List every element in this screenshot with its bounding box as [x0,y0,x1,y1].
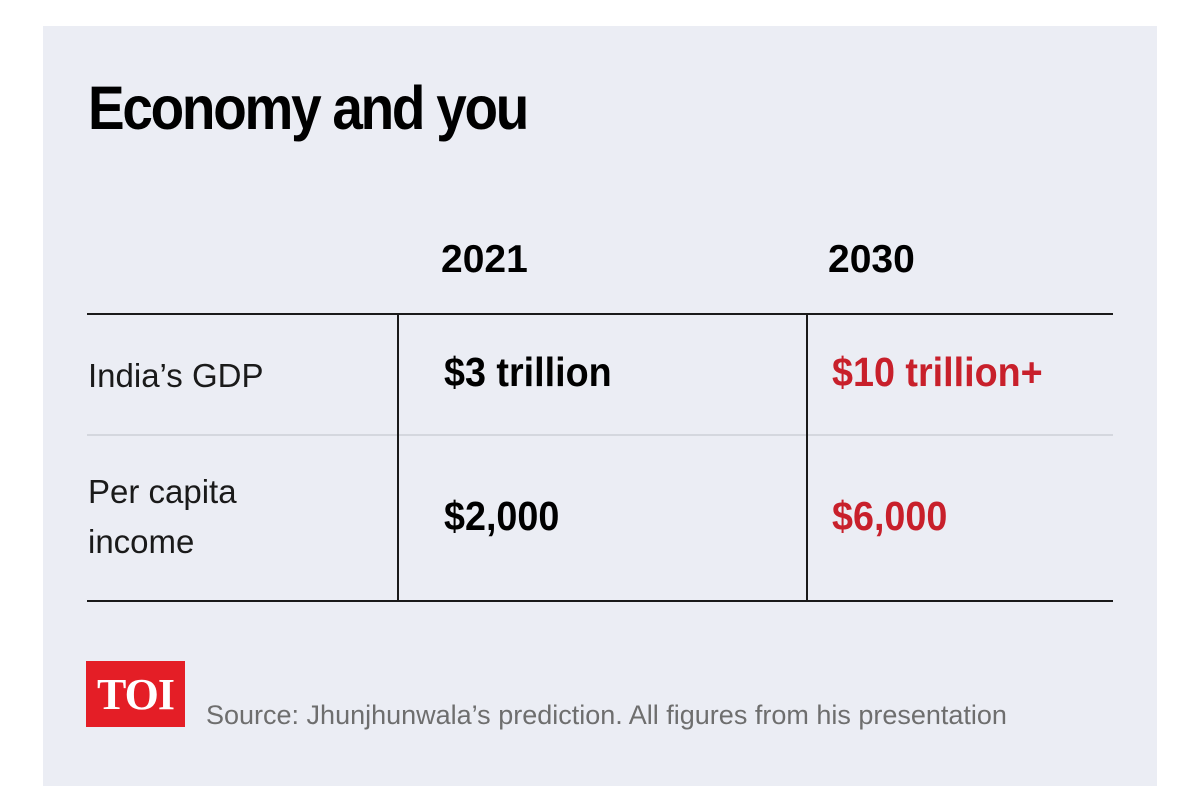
row-divider [87,434,1113,436]
row-label-per-capita: Per capita income [88,473,237,560]
logo-text: TOI [97,669,175,719]
infographic-card: Economy and you 2021 2030 India’s GDP $3… [43,26,1157,786]
column-divider-1 [397,314,399,601]
column-header-2021: 2021 [441,238,528,281]
column-header-2030: 2030 [828,238,915,281]
chart-title: Economy and you [88,74,529,142]
toi-logo: TOI [86,661,185,727]
source-note: Source: Jhunjhunwala’s prediction. All f… [206,700,1007,730]
table-bottom-rule [87,600,1113,602]
column-divider-2 [806,314,808,601]
table-top-rule [87,313,1113,315]
row-label-gdp: India’s GDP [88,357,264,394]
cell-per-capita-2021: $2,000 [444,493,560,539]
cell-per-capita-2030: $6,000 [832,493,948,539]
cell-gdp-2030: $10 trillion+ [832,349,1043,395]
cell-gdp-2021: $3 trillion [444,349,612,395]
